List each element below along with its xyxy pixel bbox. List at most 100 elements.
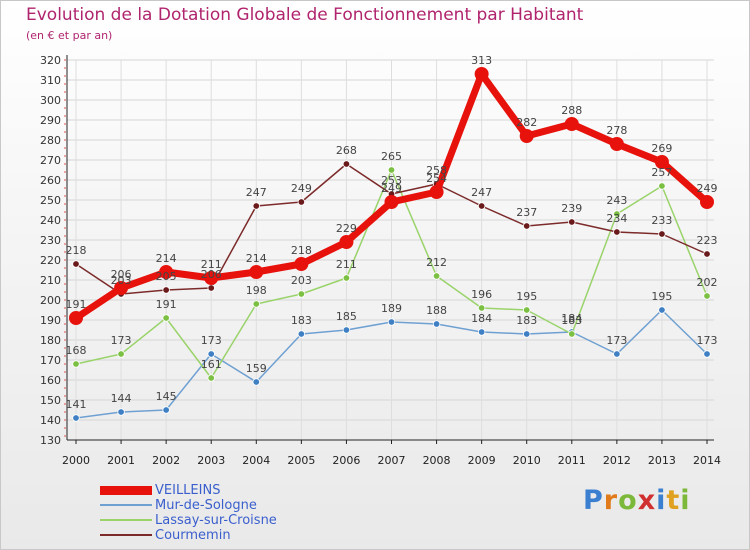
data-point	[384, 195, 399, 209]
legend-item: Courmemin	[100, 528, 231, 543]
data-point	[477, 202, 486, 210]
data-label: 288	[561, 104, 582, 117]
data-label: 254	[426, 172, 447, 185]
data-label: 313	[471, 54, 492, 67]
x-tick-label: 2004	[242, 454, 270, 467]
data-label: 202	[697, 276, 718, 289]
data-label: 173	[606, 334, 627, 347]
data-label: 257	[651, 166, 672, 179]
data-point	[474, 67, 489, 81]
data-label: 183	[561, 314, 582, 327]
data-label: 249	[291, 182, 312, 195]
data-label: 211	[336, 258, 357, 271]
y-tick-label: 160	[40, 374, 61, 387]
data-label: 206	[111, 268, 132, 281]
x-tick-label: 2011	[558, 454, 586, 467]
legend-item: Lassay-sur-Croisne	[100, 512, 277, 528]
y-tick-label: 300	[40, 94, 61, 107]
data-point	[162, 286, 170, 294]
data-label: 184	[561, 312, 582, 325]
data-label: 249	[697, 182, 718, 195]
data-point	[658, 230, 666, 238]
data-point	[342, 274, 351, 282]
y-tick-label: 190	[40, 314, 61, 327]
y-tick-label: 270	[40, 154, 61, 167]
data-point	[204, 271, 219, 285]
data-label: 214	[246, 252, 267, 265]
x-tick-label: 2006	[332, 454, 360, 467]
data-label: 249	[381, 182, 402, 195]
data-label: 173	[111, 334, 132, 347]
y-tick-label: 280	[40, 134, 61, 147]
x-tick-label: 2007	[378, 454, 406, 467]
data-label: 191	[156, 298, 177, 311]
data-point	[252, 202, 260, 210]
data-label: 188	[426, 304, 447, 317]
data-label: 214	[156, 252, 177, 265]
data-label: 196	[471, 288, 492, 301]
data-point	[477, 328, 486, 336]
data-label: 223	[697, 234, 718, 247]
data-label: 191	[66, 298, 87, 311]
data-label: 258	[426, 164, 447, 177]
y-tick-label: 320	[40, 54, 61, 67]
data-label: 269	[651, 142, 672, 155]
data-point	[564, 117, 579, 131]
y-tick-label: 230	[40, 234, 61, 247]
data-point	[658, 306, 666, 314]
data-point	[252, 378, 260, 386]
data-point	[342, 160, 351, 168]
y-tick-label: 260	[40, 174, 61, 187]
data-label: 173	[201, 334, 222, 347]
chart-title: Evolution de la Dotation Globale de Fonc…	[26, 5, 584, 25]
x-tick-label: 2013	[648, 454, 676, 467]
data-point	[429, 185, 444, 199]
legend-swatch	[100, 534, 152, 536]
x-tick-label: 2003	[197, 454, 225, 467]
data-label: 203	[291, 274, 312, 287]
y-tick-label: 130	[40, 434, 61, 447]
data-point	[613, 228, 621, 236]
chart-subtitle: (en € et par an)	[26, 29, 113, 42]
data-label: 198	[246, 284, 267, 297]
data-point	[69, 311, 83, 325]
data-point	[613, 350, 621, 358]
data-label: 233	[651, 214, 672, 227]
data-point	[432, 320, 441, 328]
data-point	[297, 330, 306, 338]
data-label: 282	[516, 116, 537, 129]
data-label: 195	[516, 290, 537, 303]
y-tick-label: 140	[40, 414, 61, 427]
data-label: 184	[471, 312, 492, 325]
data-point	[700, 195, 714, 209]
data-point	[519, 129, 534, 143]
data-label: 183	[516, 314, 537, 327]
data-point	[523, 222, 531, 230]
data-point	[72, 414, 80, 422]
legend-swatch	[100, 485, 152, 495]
data-point	[207, 374, 215, 382]
data-label: 237	[516, 206, 537, 219]
data-label: 173	[697, 334, 718, 347]
data-point	[654, 155, 669, 169]
data-point	[523, 306, 531, 314]
data-label: 189	[381, 302, 402, 315]
data-label: 218	[291, 244, 312, 257]
data-point	[523, 330, 531, 338]
data-label: 203	[111, 274, 132, 287]
data-label: 145	[156, 390, 177, 403]
data-label: 144	[111, 392, 132, 405]
legend-label: Lassay-sur-Croisne	[155, 512, 277, 528]
data-point	[297, 290, 306, 298]
data-point	[339, 235, 354, 249]
data-point	[703, 350, 711, 358]
data-label: 265	[381, 150, 402, 163]
legend-label: Mur-de-Sologne	[155, 497, 257, 513]
legend-item: Mur-de-Sologne	[100, 497, 257, 513]
data-label: 243	[606, 194, 627, 207]
data-point	[342, 326, 351, 334]
x-tick-label: 2002	[152, 454, 180, 467]
data-point	[252, 300, 260, 308]
data-point	[703, 292, 711, 300]
